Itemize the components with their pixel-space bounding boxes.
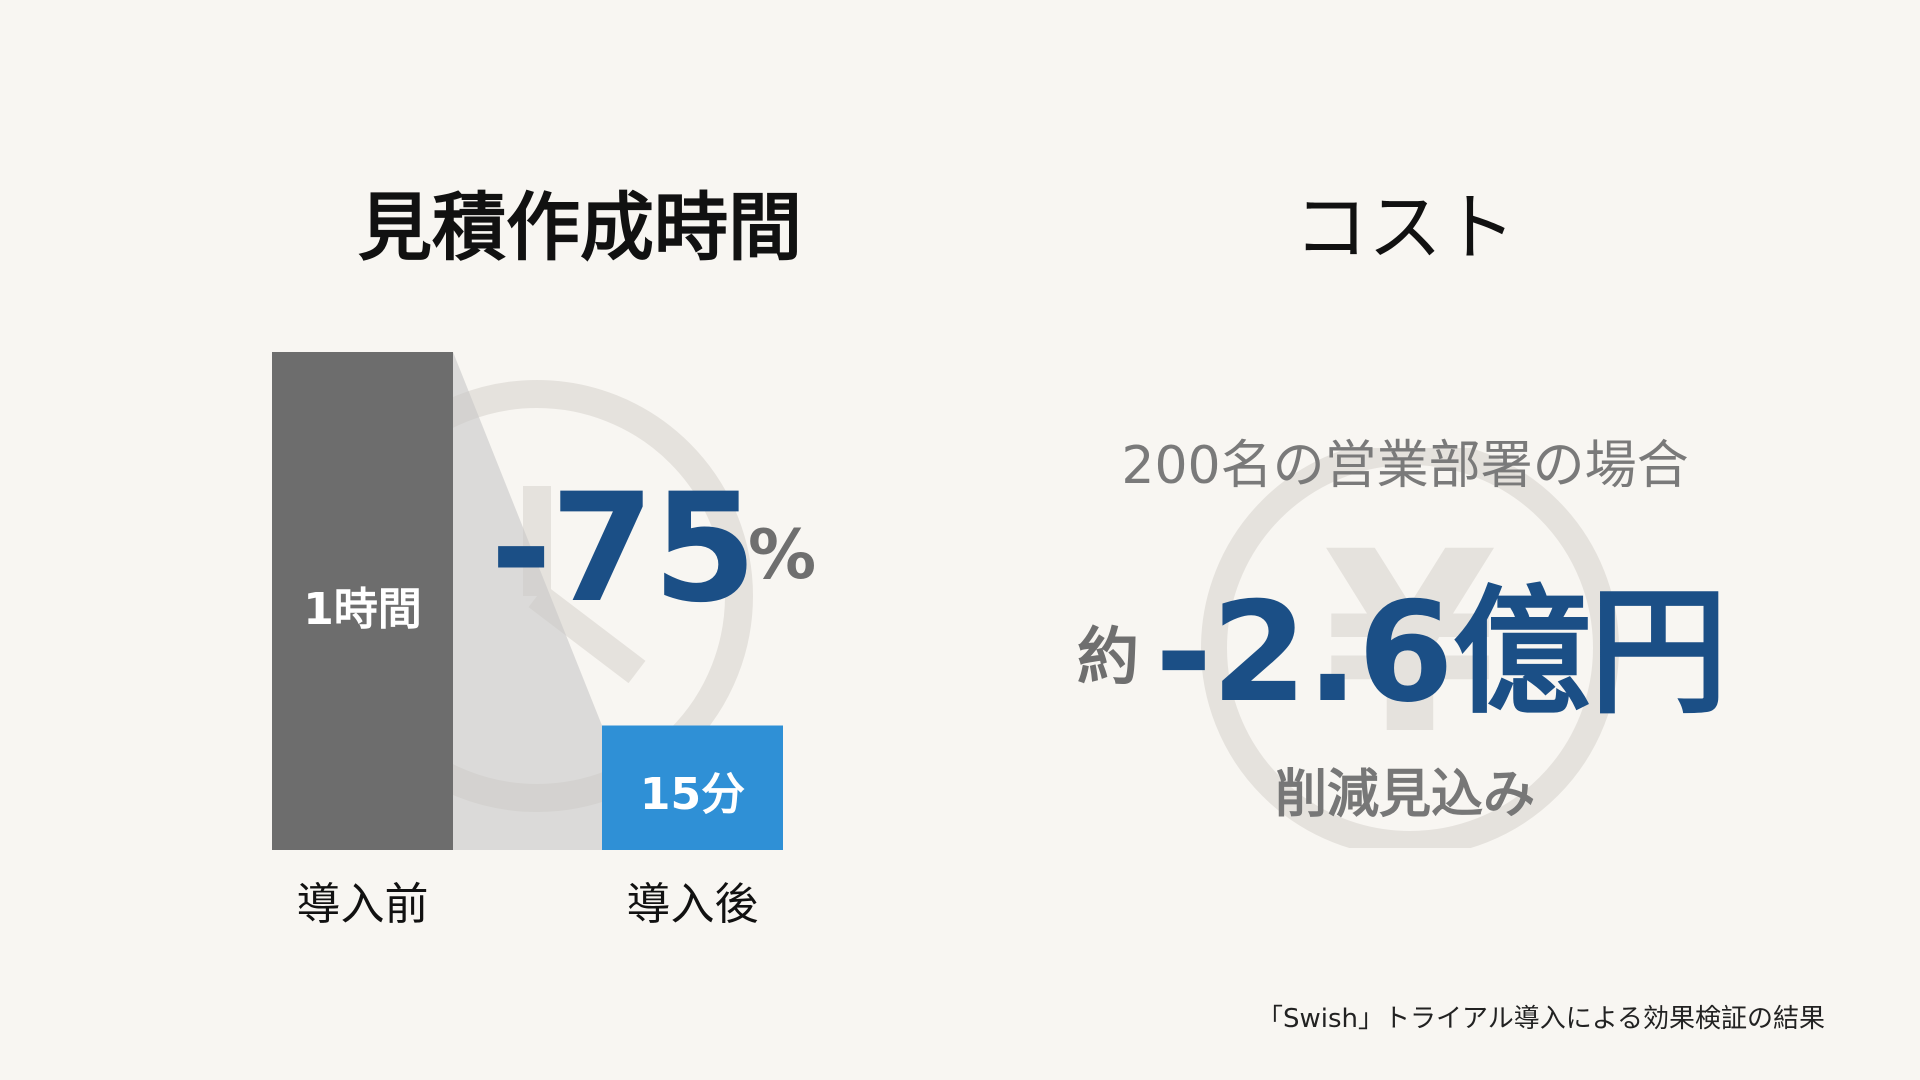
footnote: 「Swish」トライアル導入による効果検証の結果 bbox=[1257, 1004, 1825, 1034]
reduction-wedge bbox=[453, 352, 602, 850]
cost-condition: 200名の営業部署の場合 bbox=[1121, 436, 1689, 496]
yen-coin-icon: ¥ bbox=[1201, 448, 1619, 848]
bar-before bbox=[272, 352, 453, 850]
category-label-before: 導入前 bbox=[296, 879, 429, 930]
reduction-percent-value: -75 bbox=[490, 462, 757, 636]
cost-reduction-value: -2.6億円 bbox=[1155, 572, 1728, 733]
category-label-after: 導入後 bbox=[626, 879, 759, 930]
time-title: 見積作成時間 bbox=[358, 185, 802, 271]
svg-text:¥: ¥ bbox=[1323, 498, 1497, 789]
bar-after bbox=[602, 725, 783, 850]
cost-note: 削減見込み bbox=[1274, 765, 1535, 825]
bar-label-before: 1時間 bbox=[303, 584, 422, 635]
bars-group bbox=[272, 352, 783, 850]
cost-prefix: 約 bbox=[1077, 620, 1140, 693]
bar-label-after: 15分 bbox=[639, 768, 746, 820]
reduction-percent-unit: % bbox=[748, 516, 817, 595]
cost-title: コスト bbox=[1294, 185, 1516, 271]
